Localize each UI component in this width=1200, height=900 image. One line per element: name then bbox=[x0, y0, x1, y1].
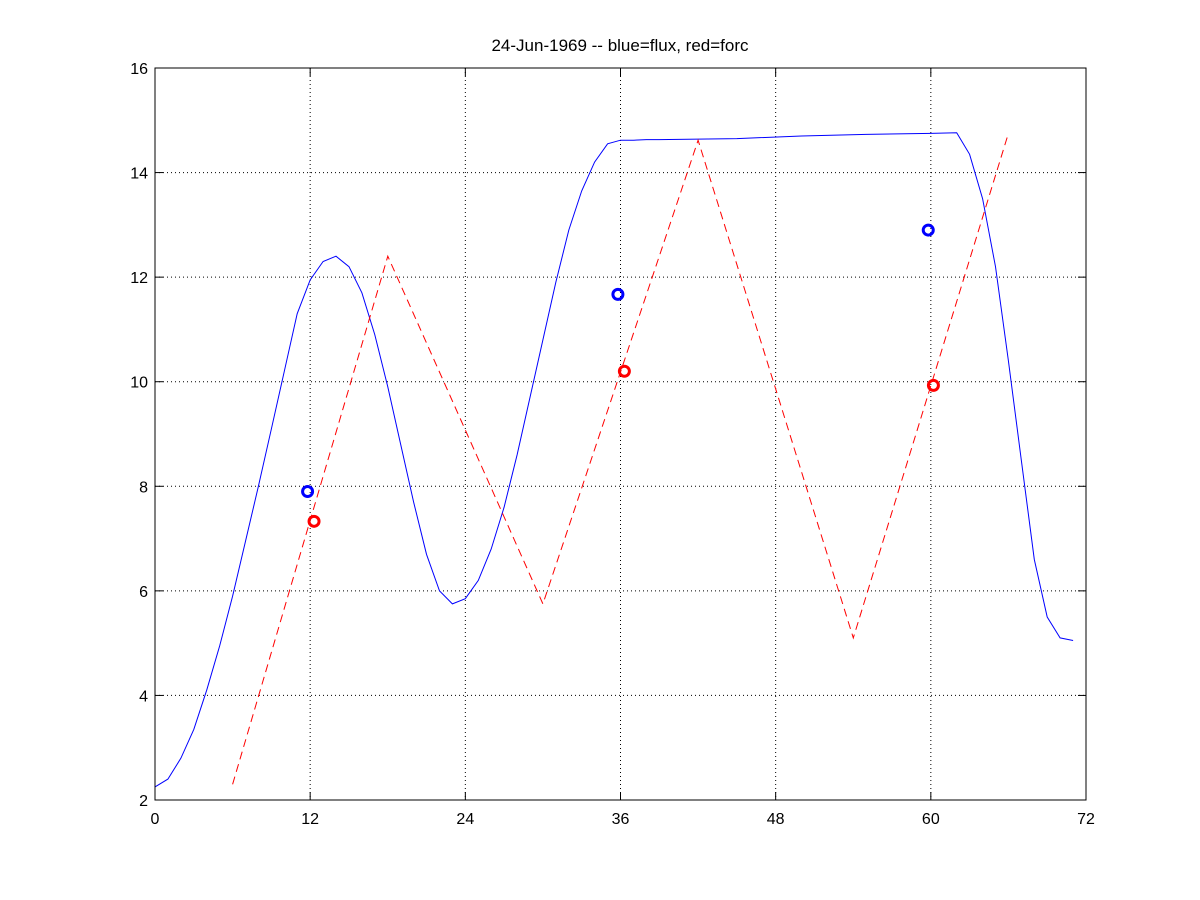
y-tick-label: 2 bbox=[139, 793, 148, 810]
chart-title: 24-Jun-1969 -- blue=flux, red=forc bbox=[491, 36, 749, 55]
x-tick-label: 12 bbox=[301, 811, 319, 828]
data-point-marker bbox=[611, 287, 625, 301]
data-point-marker bbox=[307, 514, 321, 528]
data-point-marker bbox=[926, 378, 940, 392]
x-tick-label: 48 bbox=[767, 811, 785, 828]
y-tick-label: 4 bbox=[139, 688, 148, 705]
data-point-marker bbox=[301, 485, 315, 499]
x-tick-label: 0 bbox=[151, 811, 160, 828]
y-tick-label: 16 bbox=[130, 61, 148, 78]
x-tick-label: 72 bbox=[1077, 811, 1095, 828]
data-point-marker bbox=[921, 223, 935, 237]
data-markers bbox=[301, 223, 940, 528]
x-tick-label: 36 bbox=[612, 811, 630, 828]
flux-series-line bbox=[154, 132, 1074, 788]
y-tick-label: 8 bbox=[139, 479, 148, 496]
data-point-marker bbox=[617, 364, 631, 378]
x-tick-label: 60 bbox=[922, 811, 940, 828]
y-tick-label: 10 bbox=[130, 375, 148, 392]
x-tick-label: 24 bbox=[456, 811, 474, 828]
plot-frame bbox=[154, 67, 1087, 801]
y-tick-label: 6 bbox=[139, 584, 148, 601]
y-tick-label: 12 bbox=[130, 270, 148, 287]
plot-background bbox=[155, 68, 1086, 800]
y-tick-label: 14 bbox=[130, 166, 148, 183]
